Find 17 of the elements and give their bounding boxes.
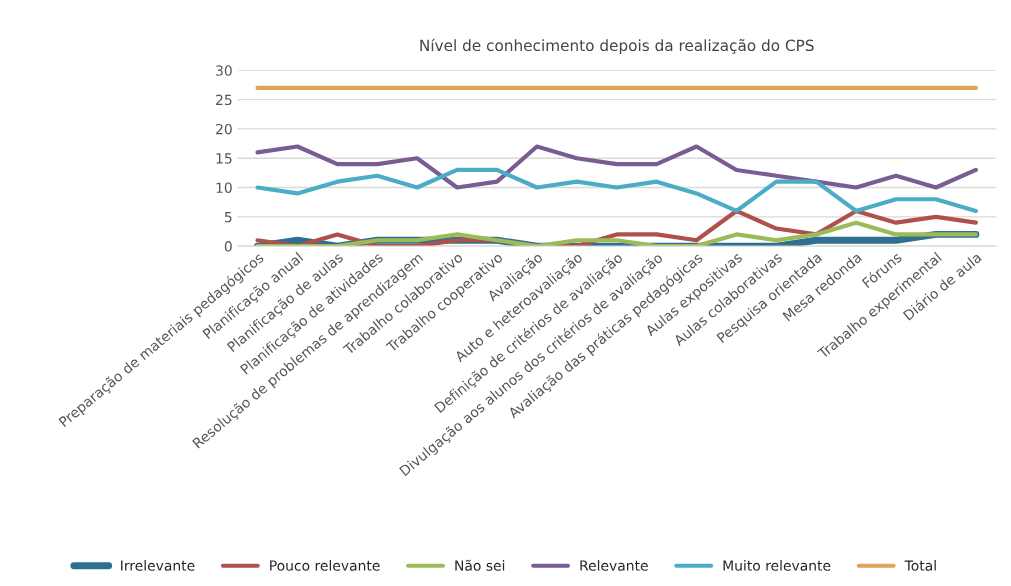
- legend-label: Pouco relevante: [270, 560, 380, 571]
- legend-label: Não sei: [455, 559, 505, 571]
- line-series: [255, 167, 978, 214]
- legend-label: Total: [904, 560, 936, 571]
- legend-label: Relevante: [580, 560, 648, 571]
- y-tick-label: 10: [216, 182, 232, 193]
- y-tick-label: 20: [216, 123, 232, 135]
- line-series: [255, 220, 978, 247]
- y-tick-label: 15: [216, 153, 232, 164]
- y-tick-label: 5: [224, 211, 232, 223]
- y-tick-label: 30: [216, 65, 232, 76]
- y-tick-label: 0: [224, 241, 232, 252]
- y-tick-label: 25: [216, 94, 232, 106]
- chart-title: Nível de conhecimento depois da realização do CPS: [420, 38, 814, 55]
- legend-label: Irrelevante: [121, 560, 195, 571]
- legend-label: Muito relevante: [723, 560, 831, 571]
- line-series: [255, 144, 978, 190]
